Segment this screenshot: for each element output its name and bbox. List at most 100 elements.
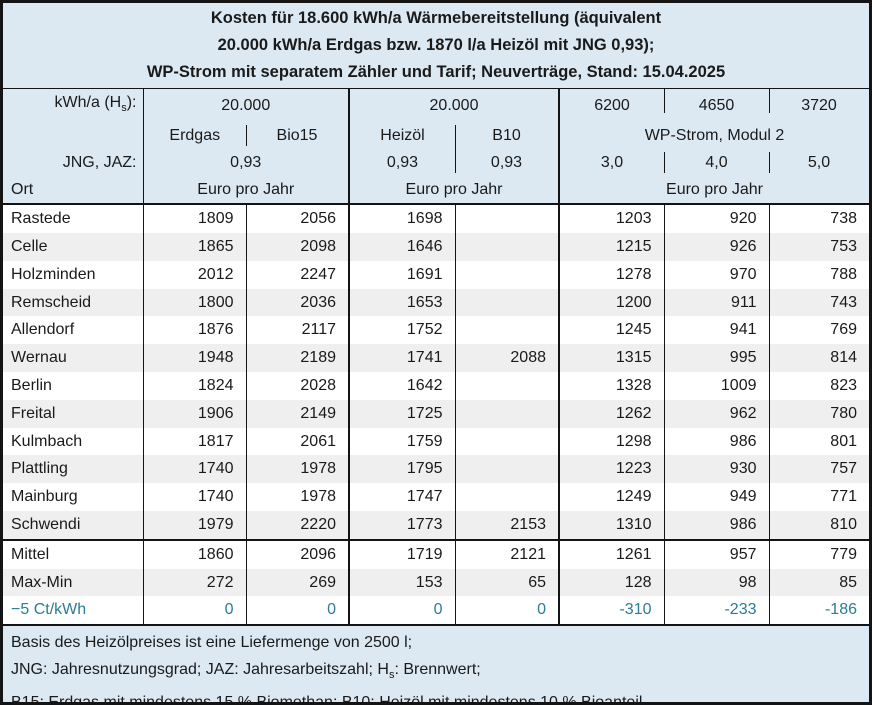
table-cell: 1752 <box>348 316 455 345</box>
footnote-line-2-suffix: : Brennwert; <box>394 661 481 679</box>
table-cell: 128 <box>558 568 664 597</box>
table-cell: 2028 <box>245 371 349 400</box>
footnotes: Basis des Heizölpreises ist eine Lieferm… <box>3 626 869 705</box>
table-cell <box>454 483 559 511</box>
table-cell: 1860 <box>142 538 246 569</box>
table-row: Allendorf 1876 2117 1752 1245 941 769 <box>3 316 869 345</box>
table-cell: 1865 <box>142 232 246 261</box>
unit-oil: Euro pro Jahr <box>348 176 559 206</box>
table-cell: 269 <box>245 568 349 597</box>
table-cell: 1747 <box>348 483 455 511</box>
table-cell: 1741 <box>348 344 455 372</box>
table-cell: 1262 <box>558 399 664 428</box>
jng-b10: 0,93 <box>455 149 559 177</box>
table-cell: 2117 <box>245 316 349 345</box>
jaz-wp-5-0: 5,0 <box>769 149 869 177</box>
table-cell: 1653 <box>348 288 455 317</box>
table-cell: 0 <box>348 596 455 627</box>
table-cell: 930 <box>663 455 769 484</box>
table-cell: 1200 <box>558 288 664 317</box>
table-cell: 962 <box>663 399 769 428</box>
column-header-heizoel: Heizöl <box>348 122 455 150</box>
table-cell: 738 <box>768 204 869 233</box>
row-label: Remscheid <box>3 288 143 317</box>
table-cell: 769 <box>768 316 869 345</box>
table-cell <box>454 427 559 456</box>
row-label: Plattling <box>3 455 143 484</box>
table-cell: 949 <box>663 483 769 511</box>
header-row-carrier: Erdgas Bio15 Heizöl B10 WP-Strom, Modul … <box>3 122 869 150</box>
table-cell: 957 <box>663 538 769 569</box>
row-label: Berlin <box>3 371 143 400</box>
footnote-line-3: B15: Erdgas mit mindestens 15 % Biometha… <box>11 694 643 705</box>
capacity-wp-4-0: 4650 <box>664 89 769 123</box>
table-cell: 753 <box>768 232 869 261</box>
row-label: Kulmbach <box>3 427 143 456</box>
table-cell: 1223 <box>558 455 664 484</box>
table-cell: 911 <box>663 288 769 317</box>
title-line-1: Kosten für 18.600 kWh/a Wärmebereitstell… <box>210 9 662 27</box>
cost-table: kWh/a (Hs): 20.000 20.000 6200 4650 3720… <box>3 89 869 627</box>
table-cell: 970 <box>663 260 769 289</box>
table-cell: 1009 <box>663 371 769 400</box>
table-row: Remscheid 1800 2036 1653 1200 911 743 <box>3 288 869 317</box>
table-cell: 1215 <box>558 232 664 261</box>
table-cell: 2220 <box>245 510 349 540</box>
table-row-max-min: Max-Min 272 269 153 65 128 98 85 <box>3 568 869 597</box>
table-cell: 272 <box>142 568 246 597</box>
table-cell: 1278 <box>558 260 664 289</box>
table-row-rebate: −5 Ct/kWh 0 0 0 0 -310 -233 -186 <box>3 596 869 627</box>
table-row: Celle 1865 2098 1646 1215 926 753 <box>3 232 869 261</box>
capacity-wp-5-0: 3720 <box>769 89 869 123</box>
column-header-bio15: Bio15 <box>246 122 349 150</box>
table-cell: -310 <box>558 596 664 627</box>
table-cell: 1824 <box>142 371 246 400</box>
table-row: Plattling 1740 1978 1795 1223 930 757 <box>3 455 869 484</box>
table-cell: 920 <box>663 204 769 233</box>
empty-cell <box>3 122 143 150</box>
table-cell: 153 <box>348 568 455 597</box>
table-title: Kosten für 18.600 kWh/a Wärmebereitstell… <box>3 3 869 89</box>
table-cell: 1817 <box>142 427 246 456</box>
row-label: Holzminden <box>3 260 143 289</box>
table-cell: 2088 <box>454 344 559 372</box>
table-row: Wernau 1948 2189 1741 2088 1315 995 814 <box>3 344 869 372</box>
table-cell: 1725 <box>348 399 455 428</box>
table-cell: 1740 <box>142 483 246 511</box>
table-cell: 2153 <box>454 510 559 540</box>
row-label: Wernau <box>3 344 143 372</box>
unit-gas: Euro pro Jahr <box>142 176 349 206</box>
table-cell: 1298 <box>558 427 664 456</box>
table-cell: 986 <box>663 510 769 540</box>
table-cell <box>454 455 559 484</box>
jng-jaz-label: JNG, JAZ: <box>3 149 143 177</box>
row-label: −5 Ct/kWh <box>3 596 143 627</box>
table-cell: 1948 <box>142 344 246 372</box>
table-cell: 1315 <box>558 344 664 372</box>
row-label: Allendorf <box>3 316 143 345</box>
table-cell <box>454 316 559 345</box>
table-header: kWh/a (Hs): 20.000 20.000 6200 4650 3720… <box>3 89 869 206</box>
table-cell: 757 <box>768 455 869 484</box>
table-cell <box>454 204 559 233</box>
table-cell: 2056 <box>245 204 349 233</box>
table-row: Holzminden 2012 2247 1691 1278 970 788 <box>3 260 869 289</box>
table-cell: 65 <box>454 568 559 597</box>
table-row: Kulmbach 1817 2061 1759 1298 986 801 <box>3 427 869 456</box>
table-cell: 85 <box>768 568 869 597</box>
table-cell: 771 <box>768 483 869 511</box>
kwh-hs-label-suffix: ): <box>126 94 137 111</box>
row-label: Freital <box>3 399 143 428</box>
table-cell: 1740 <box>142 455 246 484</box>
table-cell: 779 <box>768 538 869 569</box>
row-label: Celle <box>3 232 143 261</box>
table-body: Rastede 1809 2056 1698 1203 920 738 Celle 1865 2… <box>3 204 869 627</box>
table-cell: 1646 <box>348 232 455 261</box>
table-row: Rastede 1809 2056 1698 1203 920 738 <box>3 204 869 233</box>
table-cell: -233 <box>663 596 769 627</box>
unit-wp: Euro pro Jahr <box>558 176 869 206</box>
table-cell: 814 <box>768 344 869 372</box>
table-cell: 801 <box>768 427 869 456</box>
capacity-wp-3-0: 6200 <box>558 89 664 123</box>
table-cell: 1809 <box>142 204 246 233</box>
